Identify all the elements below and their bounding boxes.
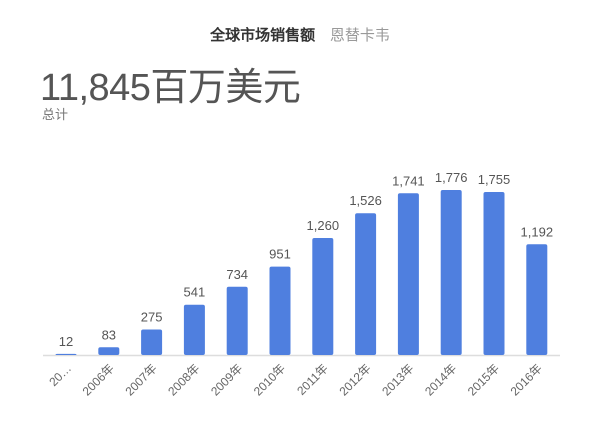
data-label: 1,741 xyxy=(392,173,425,188)
data-label: 1,755 xyxy=(478,172,511,187)
bar xyxy=(98,347,120,355)
bar xyxy=(55,353,77,355)
bar xyxy=(226,286,248,355)
bar xyxy=(483,191,505,355)
data-label: 275 xyxy=(141,309,163,324)
x-tick-label: 2007年 xyxy=(122,361,159,398)
data-label: 83 xyxy=(102,327,116,342)
bar xyxy=(141,329,163,355)
chart-header: 全球市场销售额 恩替卡韦 xyxy=(0,24,600,45)
data-label: 12 xyxy=(59,334,73,349)
data-label: 1,776 xyxy=(435,170,468,185)
data-label: 1,526 xyxy=(349,193,382,208)
x-tick-label: 2015年 xyxy=(465,361,502,398)
x-tick-label: 2013年 xyxy=(379,361,416,398)
x-tick-label: 2014年 xyxy=(422,361,459,398)
bar xyxy=(183,304,205,355)
x-tick-label: 2016年 xyxy=(508,361,545,398)
x-tick-label: 2008年 xyxy=(165,361,202,398)
total-value: 11,845百万美元 xyxy=(40,67,301,109)
x-tick-label: 2010年 xyxy=(251,361,288,398)
data-label: 734 xyxy=(226,267,248,282)
bar xyxy=(397,193,419,355)
data-label: 951 xyxy=(269,247,291,262)
data-label: 1,260 xyxy=(307,218,340,233)
bar xyxy=(526,244,548,355)
bar xyxy=(312,237,334,355)
chart-subtitle: 恩替卡韦 xyxy=(329,26,390,44)
total-label: 总计 xyxy=(42,108,69,123)
x-tick-label: 2006年 xyxy=(80,361,117,398)
bar xyxy=(269,266,291,355)
data-label: 1,192 xyxy=(521,224,554,239)
bar xyxy=(355,213,377,355)
x-tick-label: 2009年 xyxy=(208,361,245,398)
bar xyxy=(440,190,462,355)
chart-title: 全球市场销售额 xyxy=(210,26,316,44)
x-tick-label: 2012年 xyxy=(336,361,373,398)
x-tick-label: 2011年 xyxy=(294,361,331,398)
data-label: 541 xyxy=(184,285,206,300)
x-tick-label: 20… xyxy=(46,361,74,389)
